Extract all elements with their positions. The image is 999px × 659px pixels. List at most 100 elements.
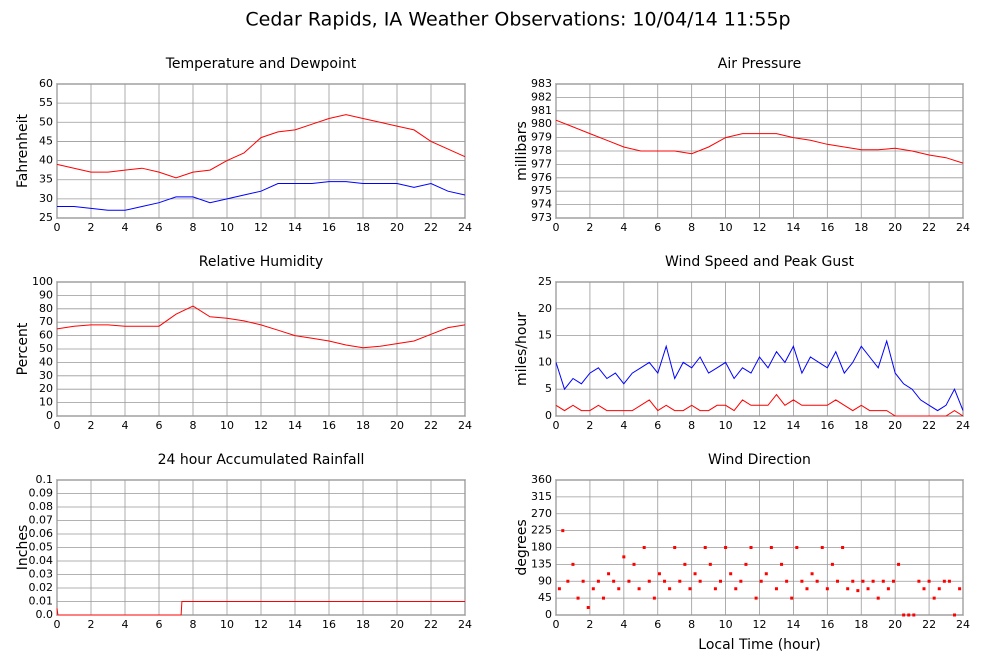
data-point <box>657 572 661 576</box>
data-point <box>902 613 906 617</box>
data-point <box>958 587 962 591</box>
y-tick-label: 20 <box>538 302 552 315</box>
y-tick-label: 315 <box>531 490 552 503</box>
data-point <box>866 587 870 591</box>
y-tick-label: 60 <box>39 77 53 90</box>
x-tick-label: 2 <box>88 419 95 432</box>
data-point <box>678 579 682 583</box>
y-axis-label: Inches <box>15 525 31 570</box>
x-tick-label: 6 <box>654 618 661 631</box>
x-tick-label: 22 <box>922 419 936 432</box>
data-point <box>557 587 561 591</box>
data-point <box>820 546 824 549</box>
x-tick-label: 24 <box>956 419 970 432</box>
x-tick-label: 22 <box>424 419 438 432</box>
x-tick-label: 18 <box>356 419 370 432</box>
data-point <box>764 572 768 576</box>
y-tick-label: 0.04 <box>29 554 54 567</box>
x-tick-label: 14 <box>288 221 302 234</box>
data-point <box>754 596 758 600</box>
x-tick-label: 2 <box>586 618 593 631</box>
x-tick-label: 16 <box>322 221 336 234</box>
data-point <box>708 562 712 566</box>
data-point <box>886 587 890 591</box>
data-point <box>576 596 580 600</box>
y-axis-label: degrees <box>514 519 530 575</box>
x-tick-label: 2 <box>586 419 593 432</box>
data-point <box>912 613 916 617</box>
x-tick-label: 0 <box>54 419 61 432</box>
chart-title: Wind Speed and Peak Gust <box>665 254 854 270</box>
data-point <box>566 579 570 583</box>
x-tick-label: 24 <box>458 221 472 234</box>
y-tick-label: 40 <box>39 154 53 167</box>
y-tick-label: 0.01 <box>29 595 54 608</box>
data-point <box>891 579 895 583</box>
data-point <box>739 579 743 583</box>
data-point <box>637 587 641 591</box>
data-line <box>555 119 964 164</box>
x-tick-label: 20 <box>888 419 902 432</box>
data-point <box>780 562 784 566</box>
x-tick-label: 4 <box>122 618 129 631</box>
x-tick-label: 6 <box>654 419 661 432</box>
y-axis-label: Percent <box>15 322 31 375</box>
data-point <box>612 579 616 583</box>
x-tick-label: 18 <box>854 419 868 432</box>
data-point <box>953 613 957 617</box>
x-tick-label: 16 <box>322 618 336 631</box>
x-tick-label: 18 <box>854 618 868 631</box>
x-tick-label: 12 <box>753 618 767 631</box>
data-point <box>617 587 621 591</box>
data-point <box>647 579 651 583</box>
y-tick-label: 360 <box>531 473 552 486</box>
x-tick-label: 24 <box>956 618 970 631</box>
y-tick-label: 35 <box>39 173 53 186</box>
y-tick-label: 983 <box>531 77 552 90</box>
data-point <box>800 579 804 583</box>
x-tick-label: 18 <box>356 618 370 631</box>
data-point <box>871 579 875 583</box>
y-tick-label: 0.08 <box>29 500 54 513</box>
x-tick-label: 0 <box>54 221 61 234</box>
y-tick-label: 0.1 <box>36 473 54 486</box>
data-point <box>942 579 946 583</box>
y-tick-label: 270 <box>531 507 552 520</box>
y-tick-label: 980 <box>531 117 552 130</box>
x-tick-label: 12 <box>753 419 767 432</box>
data-point <box>561 529 565 533</box>
x-tick-label: 0 <box>553 221 560 234</box>
y-tick-label: 40 <box>39 355 53 368</box>
x-tick-label: 16 <box>322 419 336 432</box>
data-line <box>56 305 466 349</box>
y-tick-label: 100 <box>32 275 53 288</box>
y-tick-label: 0.03 <box>29 568 54 581</box>
data-point <box>815 579 819 583</box>
data-point <box>703 546 707 549</box>
x-tick-label: 14 <box>288 419 302 432</box>
data-point <box>652 596 656 600</box>
data-point <box>927 579 931 583</box>
page-title: Cedar Rapids, IA Weather Observations: 1… <box>245 9 790 31</box>
x-tick-label: 12 <box>753 221 767 234</box>
x-tick-label: 16 <box>820 618 834 631</box>
data-line <box>56 601 465 616</box>
data-point <box>759 579 763 583</box>
x-tick-label: 18 <box>356 221 370 234</box>
x-tick-label: 14 <box>786 618 800 631</box>
x-tick-label: 4 <box>122 221 129 234</box>
x-tick-label: 2 <box>88 221 95 234</box>
x-tick-label: 8 <box>190 221 197 234</box>
y-tick-label: 975 <box>531 184 552 197</box>
y-tick-label: 976 <box>531 171 552 184</box>
data-point <box>713 587 717 591</box>
data-line <box>57 181 466 211</box>
y-axis-label: millibars <box>514 121 530 181</box>
y-tick-label: 20 <box>39 382 53 395</box>
y-tick-label: 0.06 <box>29 527 54 540</box>
y-tick-label: 977 <box>531 157 552 170</box>
y-tick-label: 973 <box>531 211 552 224</box>
data-line <box>555 393 964 417</box>
data-point <box>907 613 911 617</box>
